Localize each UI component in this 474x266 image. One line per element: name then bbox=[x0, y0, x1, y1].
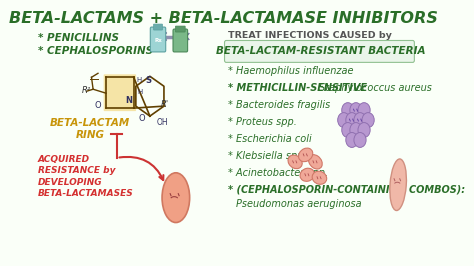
Circle shape bbox=[346, 113, 358, 127]
Text: O: O bbox=[138, 114, 145, 123]
Ellipse shape bbox=[309, 155, 322, 169]
FancyBboxPatch shape bbox=[150, 27, 166, 52]
Ellipse shape bbox=[162, 173, 190, 223]
Text: ACQUIRED
RESISTANCE by
DEVELOPING
BETA-LACTAMASES: ACQUIRED RESISTANCE by DEVELOPING BETA-L… bbox=[38, 155, 134, 198]
Ellipse shape bbox=[390, 159, 406, 210]
Text: * Haemophilus influenzae: * Haemophilus influenzae bbox=[228, 66, 353, 76]
Text: * Proteus spp.: * Proteus spp. bbox=[228, 117, 297, 127]
Circle shape bbox=[358, 123, 370, 138]
Ellipse shape bbox=[312, 171, 327, 184]
Circle shape bbox=[346, 132, 358, 147]
Text: TREAT INFECTIONS CAUSED by: TREAT INFECTIONS CAUSED by bbox=[228, 31, 392, 40]
Text: R²: R² bbox=[82, 86, 91, 95]
FancyBboxPatch shape bbox=[175, 26, 185, 32]
FancyBboxPatch shape bbox=[154, 24, 163, 30]
FancyBboxPatch shape bbox=[173, 29, 188, 52]
Text: R': R' bbox=[160, 100, 169, 109]
Circle shape bbox=[362, 113, 374, 127]
Circle shape bbox=[350, 103, 362, 118]
Text: * PENICILLINS: * PENICILLINS bbox=[38, 32, 119, 43]
Text: N: N bbox=[125, 96, 132, 105]
Text: BETA-LACTAMS + BETA-LACTAMASE INHIBITORS: BETA-LACTAMS + BETA-LACTAMASE INHIBITORS bbox=[9, 11, 438, 26]
Circle shape bbox=[342, 103, 354, 118]
Text: * (CEPHALOSPORIN-CONTAINING COMBOS):: * (CEPHALOSPORIN-CONTAINING COMBOS): bbox=[228, 185, 465, 195]
Ellipse shape bbox=[299, 148, 313, 162]
FancyArrowPatch shape bbox=[119, 157, 164, 180]
Text: O: O bbox=[95, 101, 101, 110]
Text: Rx: Rx bbox=[154, 38, 162, 43]
Text: H: H bbox=[137, 77, 142, 83]
Circle shape bbox=[354, 113, 366, 127]
Text: OH: OH bbox=[157, 118, 169, 127]
Circle shape bbox=[342, 123, 354, 138]
Text: * Bacteroides fragilis: * Bacteroides fragilis bbox=[228, 100, 330, 110]
Circle shape bbox=[337, 113, 350, 127]
Text: Staphylococcus aureus: Staphylococcus aureus bbox=[319, 83, 431, 93]
Ellipse shape bbox=[300, 168, 315, 181]
Text: H: H bbox=[137, 89, 143, 95]
Circle shape bbox=[354, 132, 366, 147]
Text: * Escherichia coli: * Escherichia coli bbox=[228, 134, 311, 144]
Text: S: S bbox=[145, 76, 151, 85]
FancyBboxPatch shape bbox=[104, 74, 136, 111]
Text: BETA-LACTAM-RESISTANT BACTERIA: BETA-LACTAM-RESISTANT BACTERIA bbox=[216, 47, 426, 56]
Circle shape bbox=[358, 103, 370, 118]
Text: * CEPHALOSPORINS: * CEPHALOSPORINS bbox=[38, 47, 153, 56]
Text: Pseudomonas aeruginosa: Pseudomonas aeruginosa bbox=[236, 199, 362, 209]
FancyBboxPatch shape bbox=[225, 40, 414, 62]
Text: BETA-LACTAM
RING: BETA-LACTAM RING bbox=[50, 118, 130, 140]
Circle shape bbox=[350, 123, 362, 138]
Text: * Klebsiella spp.: * Klebsiella spp. bbox=[228, 151, 306, 161]
Text: * METHICILLIN-SENSITIVE: * METHICILLIN-SENSITIVE bbox=[228, 83, 370, 93]
Text: * Acinetobacter spp.: * Acinetobacter spp. bbox=[228, 168, 328, 178]
Ellipse shape bbox=[288, 155, 302, 169]
